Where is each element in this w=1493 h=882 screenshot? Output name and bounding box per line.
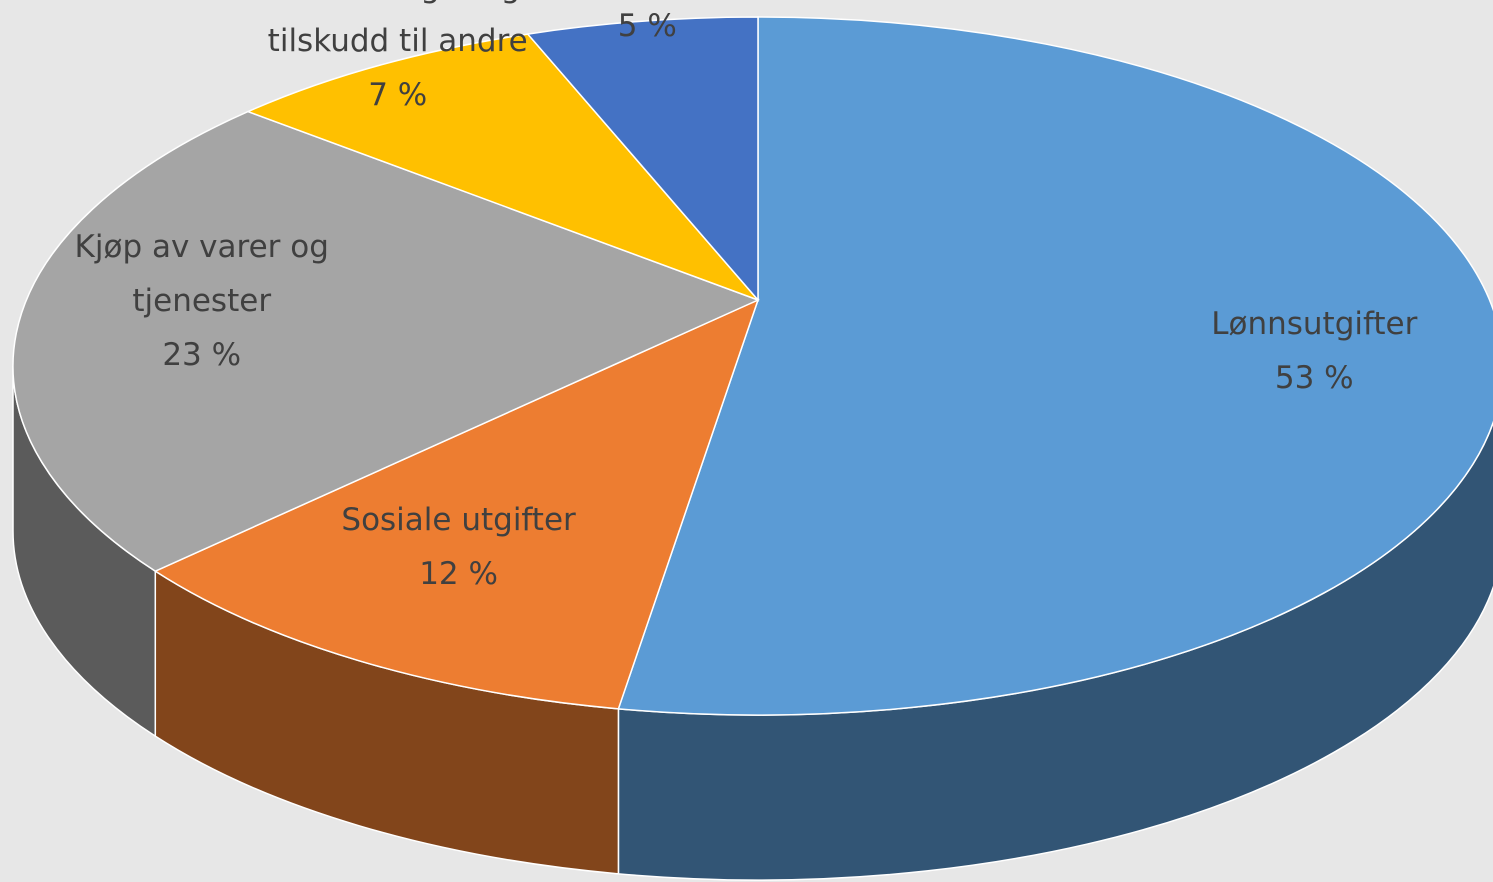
pie-slice	[153, 298, 760, 710]
slice-label: Overføringer og tilskudd til andre 7 %	[238, 0, 558, 122]
value-label: 12 %	[419, 556, 498, 592]
pie-slice	[12, 110, 760, 572]
value-label: 53 %	[1274, 359, 1354, 396]
pie-slice	[526, 16, 759, 303]
pie-slice	[246, 33, 759, 301]
pie-slice	[617, 16, 1493, 716]
value-label: 5 %	[617, 7, 677, 44]
slice-label: Avskrivninger5 %	[487, 0, 807, 53]
value-label: 7 %	[368, 76, 428, 113]
category-label: Sosiale utgifter	[341, 502, 576, 538]
slice-label: Sosiale utgifter 12 %	[299, 493, 619, 601]
value-label: 23 %	[162, 337, 242, 374]
slice-label: Lønnsutgifter 53 %	[1154, 297, 1474, 405]
slice-label: Kjøp av varer og tjenester 23 %	[42, 220, 362, 382]
category-label: Overføringer og tilskudd til andre	[267, 0, 528, 59]
category-label: Lønnsutgifter	[1211, 305, 1418, 342]
category-label: Kjøp av varer og tjenester	[74, 229, 329, 320]
